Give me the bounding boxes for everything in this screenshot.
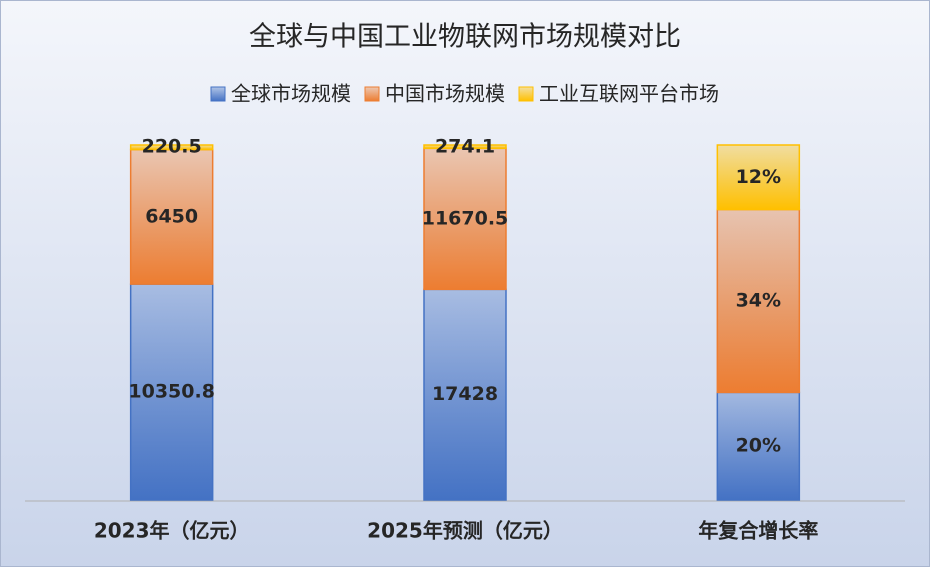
- bar-segment: [129, 144, 214, 151]
- x-tick-label: 2025年预测（亿元）: [367, 519, 563, 543]
- legend-swatch: [364, 86, 380, 102]
- data-label: 34%: [736, 289, 781, 311]
- legend-label: 中国市场规模: [385, 82, 505, 106]
- bar-segment: [423, 144, 507, 150]
- bar-segment: [716, 144, 801, 211]
- chart-title: 全球与中国工业物联网市场规模对比: [249, 22, 681, 53]
- bar-segment: [716, 208, 801, 394]
- bar-segment: [716, 391, 801, 501]
- data-label: 17428: [432, 383, 498, 405]
- data-label: 10350.8: [128, 381, 215, 403]
- data-label: 20%: [736, 435, 781, 457]
- bar-segment: [423, 288, 507, 501]
- legend-swatch: [518, 86, 534, 102]
- bar-segment: [129, 283, 214, 501]
- data-label: 274.1: [435, 136, 495, 158]
- x-tick-label: 2023年（亿元）: [94, 519, 250, 543]
- data-label: 12%: [736, 166, 781, 188]
- legend-swatch: [210, 86, 226, 102]
- legend: 全球市场规模 中国市场规模 工业互联网平台市场: [210, 82, 719, 106]
- data-label: 220.5: [142, 136, 202, 158]
- data-label: 6450: [145, 205, 198, 227]
- data-label: 11670.5: [422, 207, 509, 229]
- legend-label: 全球市场规模: [231, 82, 351, 106]
- x-tick-label: 年复合增长率: [698, 519, 818, 543]
- bar-segment: [423, 147, 507, 291]
- legend-label: 工业互联网平台市场: [539, 82, 719, 106]
